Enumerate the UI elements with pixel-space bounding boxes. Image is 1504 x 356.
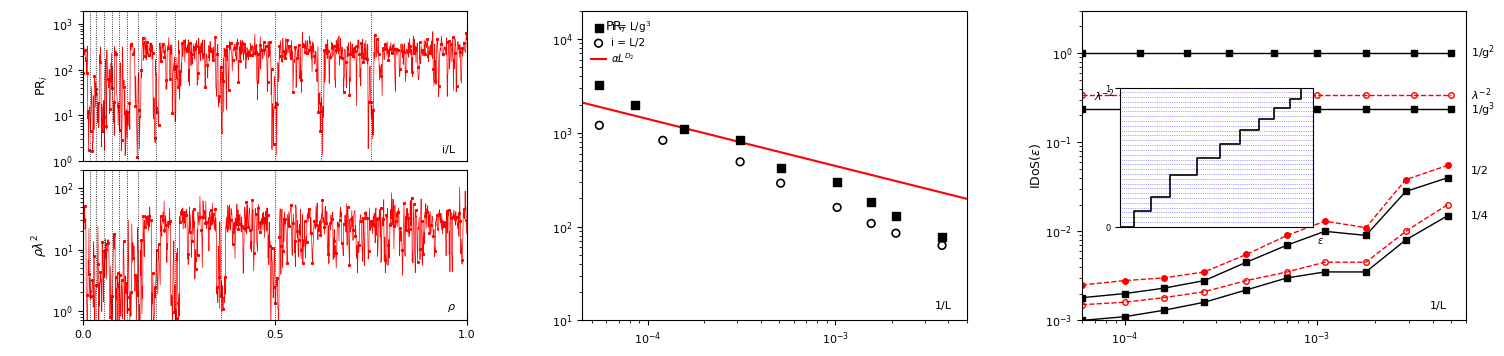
- $\alpha L^{D_2}$: [925, 188, 943, 193]
- i = L/g$^3$: [826, 179, 850, 185]
- i = L/2: [651, 137, 675, 143]
- Text: $\rho$: $\rho$: [447, 302, 456, 314]
- Text: 1/g$^3$: 1/g$^3$: [1471, 100, 1495, 119]
- Text: 1/4: 1/4: [1471, 211, 1489, 221]
- i = L/g$^3$: [672, 126, 696, 132]
- $\alpha L^{D_2}$: [675, 126, 693, 130]
- i = L/g$^3$: [587, 83, 611, 88]
- Legend: i = L/g$^3$, i = L/2, $\alpha L^{D_2}$: i = L/g$^3$, i = L/2, $\alpha L^{D_2}$: [588, 16, 654, 68]
- i = L/g$^3$: [769, 165, 793, 171]
- Text: i/L: i/L: [442, 145, 456, 155]
- $\alpha L^{D_2}$: [573, 100, 591, 105]
- Y-axis label: IDoS($\varepsilon$): IDoS($\varepsilon$): [1027, 142, 1042, 189]
- i = L/2: [769, 180, 793, 186]
- i = L/2: [884, 230, 908, 236]
- i = L/2: [826, 205, 850, 210]
- Text: 1/g$^2$: 1/g$^2$: [1471, 44, 1495, 63]
- $\alpha L^{D_2}$: [588, 104, 606, 109]
- $\alpha L^{D_2}$: [958, 197, 976, 201]
- $\alpha L^{D_2}$: [597, 106, 615, 111]
- Text: 1/L: 1/L: [1430, 301, 1447, 311]
- i = L/g$^3$: [623, 102, 647, 108]
- i = L/g$^3$: [884, 213, 908, 219]
- i = L/g$^3$: [929, 234, 954, 240]
- i = L/2: [587, 122, 611, 128]
- i = L/2: [728, 159, 752, 165]
- Text: PR$_i$: PR$_i$: [606, 20, 626, 35]
- i = L/2: [859, 221, 883, 226]
- Y-axis label: PR$_i$: PR$_i$: [35, 75, 50, 96]
- Text: $\lambda^{-2}$: $\lambda^{-2}$: [1093, 88, 1114, 104]
- Text: 1/L: 1/L: [934, 301, 952, 311]
- i = L/g$^3$: [728, 137, 752, 143]
- i = L/g$^3$: [859, 199, 883, 204]
- Text: $\lambda^{-2}$: $\lambda^{-2}$: [1471, 87, 1490, 103]
- Line: $\alpha L^{D_2}$: $\alpha L^{D_2}$: [582, 103, 967, 199]
- $\alpha L^{D_2}$: [645, 118, 663, 122]
- i = L/2: [929, 242, 954, 248]
- Y-axis label: $\rho\lambda^2$: $\rho\lambda^2$: [30, 234, 50, 257]
- $\alpha L^{D_2}$: [938, 192, 957, 196]
- Text: 1/2: 1/2: [1471, 166, 1489, 176]
